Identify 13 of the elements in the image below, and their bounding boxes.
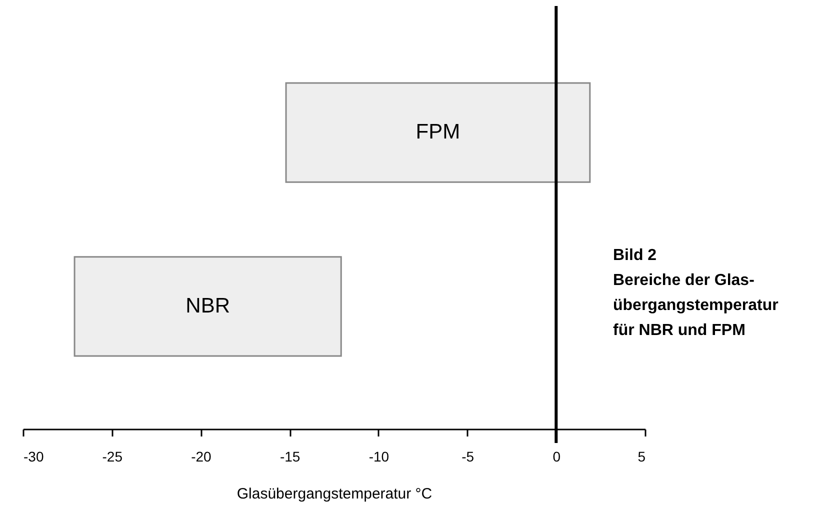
x-tick-label: -10 [368, 448, 390, 464]
x-tick-label: -15 [280, 448, 300, 464]
text: Bild 2 [613, 247, 657, 264]
x-tick-label: 0 [552, 448, 561, 464]
x-axis-title: Glasübergangstemperatur °C [236, 486, 432, 502]
x-tick-label: -5 [462, 448, 474, 464]
text: Bereiche der Glas- übergangstemperatur für NBR und FPM [613, 272, 778, 339]
x-tick-label: 5 [638, 448, 646, 464]
x-tick-label: -25 [102, 448, 123, 464]
x-tick-label: -20 [191, 448, 212, 464]
y-tick-label: NBR [186, 294, 230, 318]
y-tick-label: FPM [416, 120, 460, 144]
x-tick-label: -30 [24, 448, 44, 464]
